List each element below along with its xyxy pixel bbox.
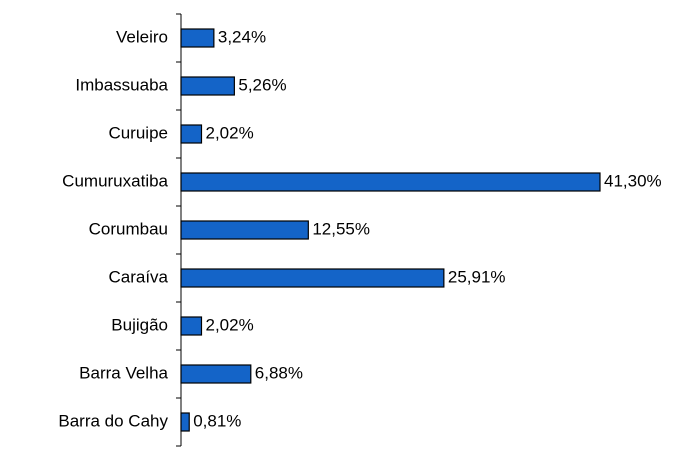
bar [180, 220, 309, 240]
bar [180, 364, 252, 384]
bar [180, 28, 215, 48]
value-label: 41,30% [604, 171, 662, 190]
category-label: Corumbau [89, 219, 168, 238]
value-label: 2,02% [205, 123, 253, 142]
value-label: 3,24% [218, 27, 266, 46]
value-label: 2,02% [205, 315, 253, 334]
value-label: 6,88% [255, 363, 303, 382]
value-label: 0,81% [193, 411, 241, 430]
bar [180, 412, 190, 432]
bar [180, 124, 203, 144]
bar [180, 76, 235, 96]
category-label: Barra do Cahy [58, 411, 168, 430]
category-label: Veleiro [116, 27, 168, 46]
category-label: Barra Velha [79, 363, 168, 382]
bar [180, 316, 203, 336]
bar [180, 268, 445, 288]
category-label: Cumuruxatiba [62, 171, 168, 190]
category-label: Caraíva [108, 267, 168, 286]
value-label: 5,26% [238, 75, 286, 94]
value-label: 12,55% [312, 219, 370, 238]
bar [180, 172, 601, 192]
category-label: Imbassuaba [75, 75, 168, 94]
value-label: 25,91% [448, 267, 506, 286]
category-label: Curuipe [108, 123, 168, 142]
category-label: Bujigão [111, 315, 168, 334]
